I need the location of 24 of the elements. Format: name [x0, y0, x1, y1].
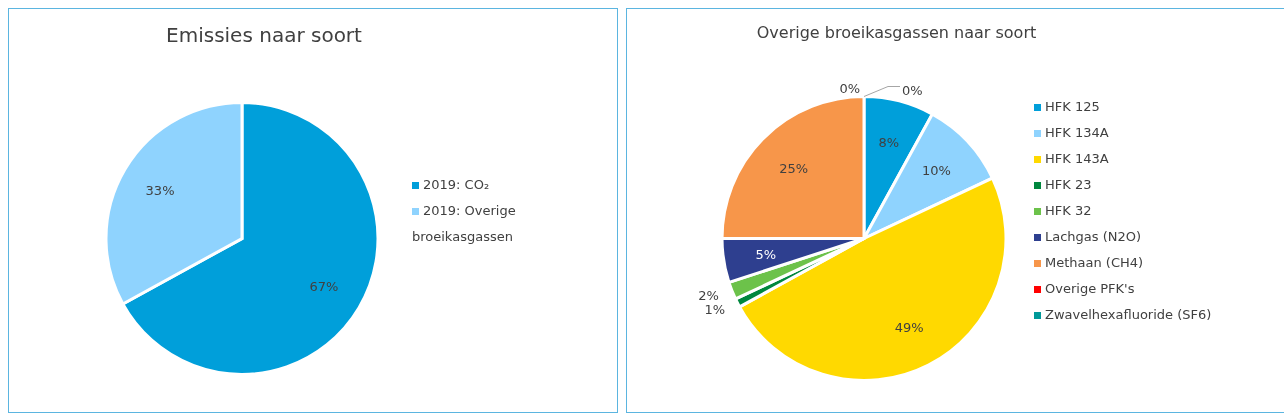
legend-label: Lachgas (N2O)	[1045, 228, 1142, 244]
data-label: 1%	[704, 301, 725, 317]
legend-label: Methaan (CH4)	[1045, 254, 1144, 270]
legend-label: 2019: CO₂	[423, 176, 490, 192]
legend-label: HFK 125	[1045, 98, 1100, 114]
data-label: 8%	[878, 134, 900, 150]
data-label: 2%	[698, 288, 719, 304]
data-label: 25%	[779, 160, 809, 176]
data-label: 10%	[922, 162, 951, 178]
legend-label: HFK 32	[1045, 202, 1092, 218]
data-label: 33%	[145, 182, 175, 198]
legend-label: Zwavelhexafluoride (SF6)	[1045, 306, 1212, 322]
data-label: 49%	[894, 319, 924, 335]
text: 0%	[902, 83, 923, 98]
text: 0%	[839, 81, 860, 96]
data-label: 67%	[309, 279, 339, 295]
legend-label: HFK 143A	[1045, 150, 1109, 166]
data-label: 5%	[755, 246, 777, 262]
legend-label: 2019: Overige broeikasgassen	[412, 202, 516, 244]
legend-label: HFK 23	[1045, 176, 1092, 192]
legend-label: HFK 134A	[1045, 124, 1109, 140]
chart-title: Emissies naar soort	[165, 23, 363, 47]
legend-label: Overige PFK's	[1045, 280, 1135, 296]
chart-title: Overige broeikasgassen naar soort	[755, 23, 1038, 42]
